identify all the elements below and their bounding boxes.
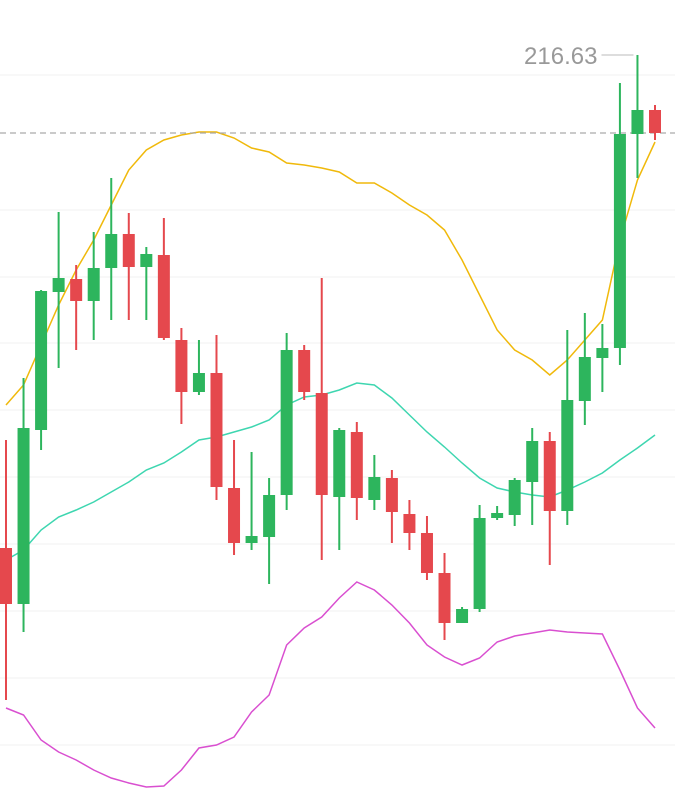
candle-body <box>210 373 223 487</box>
candle-body <box>0 548 12 604</box>
candle-body <box>649 110 661 133</box>
candle-body <box>298 350 311 392</box>
candle-body <box>526 441 539 482</box>
candle-body <box>52 278 65 292</box>
candle-body <box>613 134 626 348</box>
candle-body <box>403 514 416 533</box>
candle-body <box>122 234 135 267</box>
band-line <box>5 131 656 406</box>
candle-body <box>192 373 205 392</box>
candle-body <box>561 400 574 511</box>
candle-body <box>157 255 170 338</box>
candle-body <box>87 268 100 301</box>
candle-body <box>596 348 609 358</box>
candle-body <box>438 573 451 623</box>
candle-body <box>508 480 521 515</box>
candle-body <box>280 350 293 495</box>
band-line <box>5 581 656 788</box>
max-price-label: 216.63 <box>524 43 597 70</box>
candle-body <box>263 495 276 537</box>
candle-body <box>175 340 188 392</box>
candle-body <box>315 393 328 495</box>
grid <box>0 74 675 746</box>
candle-body <box>456 609 469 623</box>
candle-body <box>368 477 381 500</box>
candle-body <box>350 432 363 498</box>
candle-body <box>105 234 118 268</box>
candle-body <box>17 428 30 604</box>
candle-body <box>245 536 258 543</box>
candle-body <box>473 518 486 609</box>
candle-body <box>491 513 504 518</box>
candle-body <box>140 254 153 267</box>
candle-body <box>228 488 241 543</box>
candle-body <box>385 478 398 512</box>
candle-body <box>70 279 83 301</box>
candle-body <box>333 430 346 497</box>
candle-body <box>631 110 644 134</box>
candle-body <box>543 441 556 511</box>
candle-body <box>578 357 591 401</box>
candle-body <box>420 533 433 573</box>
candle-body <box>35 291 48 430</box>
